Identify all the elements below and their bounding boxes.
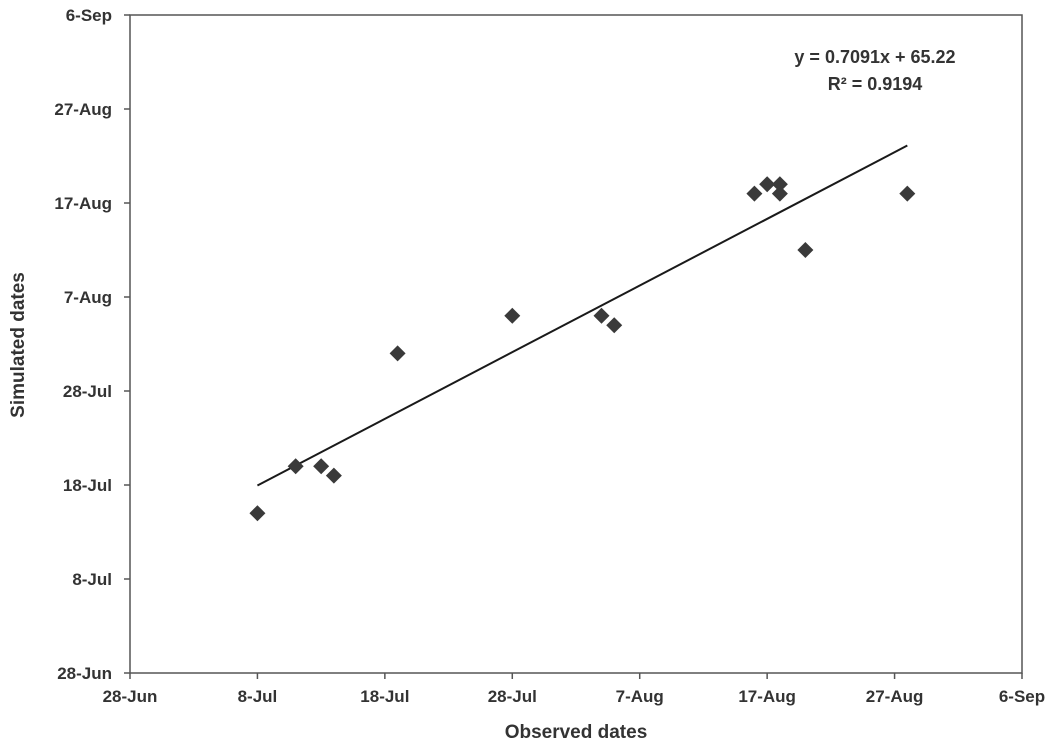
- x-tick-label: 6-Sep: [999, 687, 1045, 706]
- y-tick-label: 6-Sep: [66, 6, 112, 25]
- y-axis-ticks: 28-Jun 8-Jul 18-Jul 28-Jul 7-Aug 17-Aug 27-Aug…: [54, 6, 130, 683]
- data-point: [287, 458, 304, 475]
- x-tick-label: 28-Jul: [488, 687, 537, 706]
- y-tick-label: 28-Jul: [63, 382, 112, 401]
- x-tick-label: 7-Aug: [616, 687, 664, 706]
- trendline-group: [256, 144, 908, 487]
- data-point: [313, 458, 330, 475]
- y-axis-title: Simulated dates: [8, 272, 29, 418]
- data-point: [771, 185, 788, 202]
- x-axis-title: Observed dates: [505, 722, 648, 743]
- data-point: [325, 467, 342, 484]
- data-point: [606, 317, 623, 334]
- data-point: [759, 176, 776, 193]
- x-tick-label: 28-Jun: [103, 687, 158, 706]
- y-tick-label: 28-Jun: [57, 664, 112, 683]
- trendline: [256, 144, 908, 487]
- data-point: [249, 505, 266, 522]
- y-tick-label: 17-Aug: [54, 194, 112, 213]
- data-point: [504, 307, 521, 324]
- x-tick-label: 27-Aug: [866, 687, 924, 706]
- y-tick-label: 8-Jul: [72, 570, 112, 589]
- x-tick-label: 18-Jul: [360, 687, 409, 706]
- data-point: [899, 185, 916, 202]
- x-tick-label: 8-Jul: [238, 687, 278, 706]
- data-point: [593, 307, 610, 324]
- y-tick-label: 18-Jul: [63, 476, 112, 495]
- trendline-r-squared: R² = 0.9194: [828, 74, 923, 94]
- y-tick-label: 27-Aug: [54, 100, 112, 119]
- trendline-equation: y = 0.7091x + 65.22: [794, 47, 955, 67]
- data-point: [746, 185, 763, 202]
- data-point: [389, 345, 406, 362]
- data-points: [249, 176, 916, 522]
- plot-area-frame: [129, 14, 1023, 674]
- x-tick-label: 17-Aug: [738, 687, 796, 706]
- x-axis-ticks: 28-Jun 8-Jul 18-Jul 28-Jul 7-Aug 17-Aug 27-Aug…: [103, 673, 1045, 706]
- y-tick-label: 7-Aug: [64, 288, 112, 307]
- data-point: [771, 176, 788, 193]
- data-point: [797, 242, 814, 258]
